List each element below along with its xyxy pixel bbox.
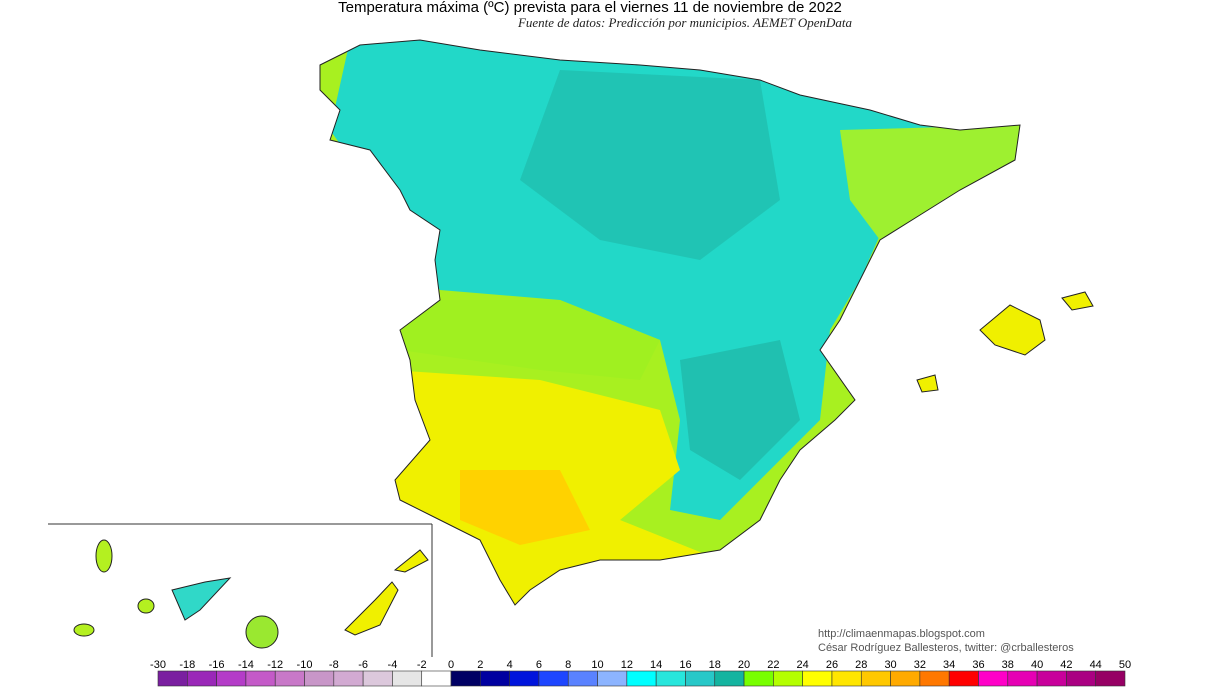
spain-outline xyxy=(319,39,1021,606)
colorbar-box xyxy=(890,670,921,687)
colorbar-label: 44 xyxy=(1090,659,1102,671)
colorbar-label: 40 xyxy=(1031,659,1043,671)
colorbar-label: 34 xyxy=(943,659,955,671)
colorbar-box xyxy=(509,670,540,687)
colorbar-box xyxy=(567,670,598,687)
colorbar-box xyxy=(538,670,569,687)
colorbar-box xyxy=(948,670,979,687)
map-title: Temperatura máxima (ºC) prevista para el… xyxy=(338,0,842,16)
colorbar-box xyxy=(480,670,510,687)
colorbar-label: 4 xyxy=(507,659,513,671)
colorbar-box xyxy=(685,670,716,687)
colorbar-label: -2 xyxy=(417,659,427,671)
colorbar-label: 28 xyxy=(855,659,867,671)
credit-author: César Rodríguez Ballesteros, twitter: @c… xyxy=(818,642,1074,654)
colorbar-box xyxy=(216,670,247,687)
colorbar-label: -4 xyxy=(388,659,398,671)
colorbar-label: 20 xyxy=(738,659,750,671)
colorbar-label: 10 xyxy=(591,659,603,671)
ibiza xyxy=(916,374,939,393)
colorbar-label: -10 xyxy=(297,659,313,671)
colorbar-label: 0 xyxy=(448,659,454,671)
colorbar-box xyxy=(245,670,276,687)
colorbar-box xyxy=(187,670,217,687)
colorbar-label: -12 xyxy=(267,659,283,671)
colorbar-label: -14 xyxy=(238,659,254,671)
colorbar-box xyxy=(743,670,774,687)
island xyxy=(393,549,429,573)
island xyxy=(245,615,279,649)
colorbar-label: 24 xyxy=(797,659,809,671)
colorbar-box xyxy=(831,670,862,687)
colorbar-box xyxy=(1095,670,1126,687)
colorbar-box xyxy=(860,670,891,687)
credit-url: http://climaenmapas.blogspot.com xyxy=(818,628,985,640)
colorbar-label: 6 xyxy=(536,659,542,671)
colorbar-box xyxy=(597,670,628,687)
colorbar-box xyxy=(1007,670,1038,687)
colorbar-label: -6 xyxy=(358,659,368,671)
colorbar-box xyxy=(333,670,364,687)
colorbar-label: -16 xyxy=(209,659,225,671)
colorbar-box xyxy=(1036,670,1067,687)
spain-map xyxy=(320,40,1020,605)
colorbar-box xyxy=(773,670,803,687)
colorbar-label: 38 xyxy=(1002,659,1014,671)
colorbar-box xyxy=(157,670,188,687)
colorbar-label: -30 xyxy=(150,659,166,671)
colorbar-box xyxy=(1066,670,1096,687)
colorbar-label: -18 xyxy=(179,659,195,671)
colorbar-box xyxy=(392,670,423,687)
colorbar-label: 30 xyxy=(884,659,896,671)
colorbar-label: 32 xyxy=(914,659,926,671)
colorbar-box xyxy=(714,670,745,687)
colorbar-label: -8 xyxy=(329,659,339,671)
colorbar-box xyxy=(450,670,481,687)
island xyxy=(95,539,113,573)
island xyxy=(344,581,399,636)
colorbar-label: 26 xyxy=(826,659,838,671)
colorbar-label: 14 xyxy=(650,659,662,671)
colorbar-label: 36 xyxy=(972,659,984,671)
island xyxy=(73,623,95,637)
colorbar-label: 2 xyxy=(477,659,483,671)
menorca xyxy=(1061,291,1094,311)
colorbar-box xyxy=(655,670,686,687)
colorbar-box xyxy=(421,670,452,687)
colorbar-label: 12 xyxy=(621,659,633,671)
colorbar-box xyxy=(362,670,393,687)
colorbar-box xyxy=(919,670,950,687)
mallorca xyxy=(979,304,1046,356)
colorbar-box xyxy=(626,670,657,687)
island xyxy=(171,577,232,621)
colorbar: -30 -18 -16 -14 -12 -10 -8 -6 -4 -2 0 2 4 6 8 10 12 14 16 1… xyxy=(150,659,1131,687)
colorbar-box xyxy=(802,670,833,687)
colorbar-box xyxy=(304,670,335,687)
colorbar-box xyxy=(274,670,305,687)
colorbar-label: 42 xyxy=(1060,659,1072,671)
island xyxy=(137,598,155,614)
colorbar-label: 50 xyxy=(1119,659,1131,671)
colorbar-label: 16 xyxy=(679,659,691,671)
colorbar-label: 8 xyxy=(565,659,571,671)
colorbar-box xyxy=(978,670,1009,687)
colorbar-label: 18 xyxy=(709,659,721,671)
map-subtitle: Fuente de datos: Predicción por municipi… xyxy=(517,15,853,30)
colorbar-label: 22 xyxy=(767,659,779,671)
